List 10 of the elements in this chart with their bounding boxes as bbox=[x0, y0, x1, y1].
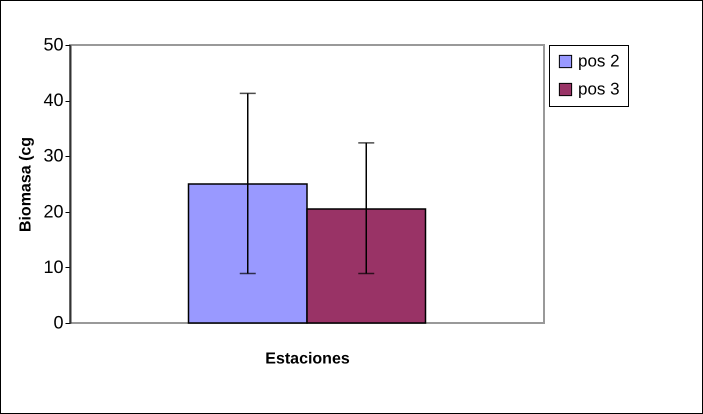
y-tick-label: 40 bbox=[43, 90, 64, 110]
y-tick-label: 0 bbox=[53, 312, 64, 332]
y-tick-label: 50 bbox=[43, 34, 64, 54]
legend-label: pos 3 bbox=[578, 80, 620, 98]
x-axis-title: Estaciones bbox=[265, 350, 350, 368]
legend-label: pos 2 bbox=[578, 52, 620, 70]
y-tick-label: 20 bbox=[43, 201, 64, 222]
y-tick-label: 10 bbox=[43, 256, 64, 277]
y-tick-label: 30 bbox=[43, 146, 64, 166]
y-axis-title: Biomasa (cg bbox=[17, 136, 34, 232]
